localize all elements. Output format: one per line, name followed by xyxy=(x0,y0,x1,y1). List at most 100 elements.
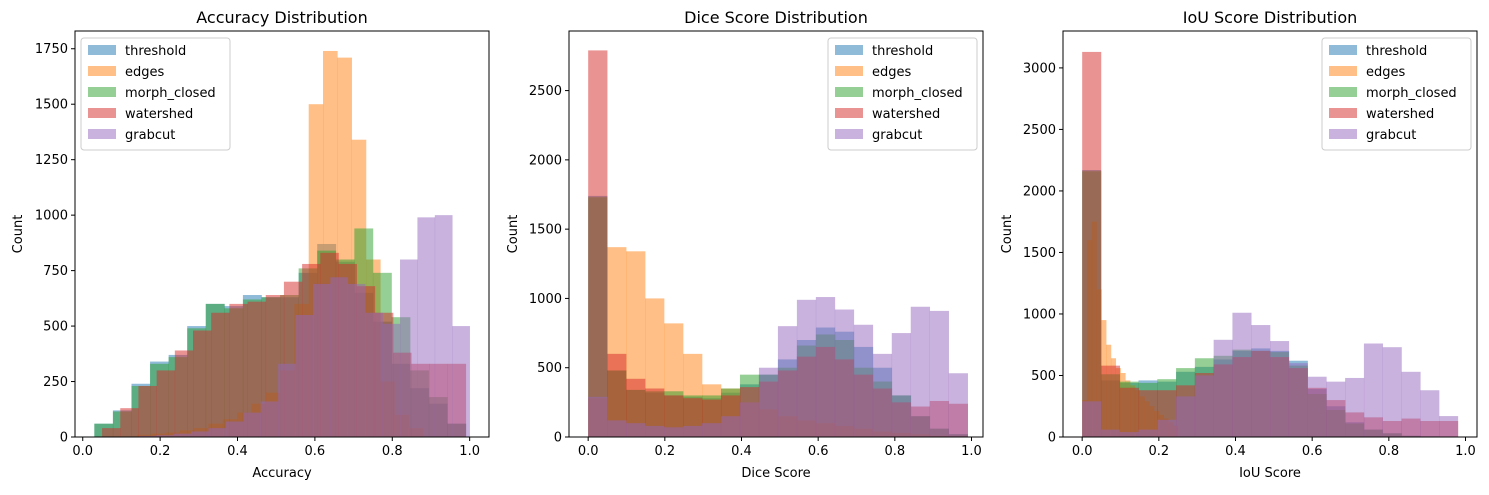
y-tick-label: 0 xyxy=(60,431,68,446)
bar-grabcut-7 xyxy=(243,413,261,437)
y-axis-label: Count xyxy=(1000,215,1015,254)
bar-grabcut-16 xyxy=(892,333,911,437)
legend-label-morph_closed: morph_closed xyxy=(125,86,216,101)
bar-grabcut-15 xyxy=(383,324,401,437)
y-tick-label: 500 xyxy=(537,361,562,376)
y-tick-label: 250 xyxy=(43,375,68,390)
bar-watershed-2 xyxy=(1120,388,1139,437)
y-axis-label: Count xyxy=(11,215,26,254)
y-tick-label: 1000 xyxy=(35,209,68,224)
y-tick-label: 2500 xyxy=(529,84,562,99)
legend: threshold edges morph_closed watershed grabc… xyxy=(1322,38,1471,150)
bar-grabcut-6 xyxy=(702,423,721,437)
bar-grabcut-6 xyxy=(1195,375,1214,437)
y-tick-label: 500 xyxy=(43,320,68,335)
legend-swatch-watershed xyxy=(88,108,116,118)
bar-grabcut-10 xyxy=(296,315,314,437)
legend-label-threshold: threshold xyxy=(872,44,933,59)
bar-grabcut-14 xyxy=(854,325,873,437)
y-tick-label: 1000 xyxy=(1023,307,1056,322)
bar-grabcut-5 xyxy=(1176,396,1195,437)
legend-swatch-edges xyxy=(88,66,116,76)
chart-title: Dice Score Distribution xyxy=(684,8,868,27)
bar-grabcut-17 xyxy=(1401,372,1420,437)
bar-grabcut-4 xyxy=(1157,420,1176,437)
legend-label-threshold: threshold xyxy=(1366,44,1427,59)
bar-grabcut-1 xyxy=(607,420,626,437)
legend-label-grabcut: grabcut xyxy=(1366,128,1416,143)
x-tick-label: 0.8 xyxy=(382,444,403,459)
bar-grabcut-16 xyxy=(1383,347,1402,437)
bar-grabcut-14 xyxy=(1345,378,1364,437)
y-tick-label: 500 xyxy=(1031,369,1056,384)
bar-grabcut-4 xyxy=(191,431,209,437)
x-tick-label: 0.2 xyxy=(654,444,675,459)
x-tick-label: 0.8 xyxy=(1378,444,1399,459)
legend-swatch-threshold xyxy=(1329,45,1357,55)
bar-grabcut-16 xyxy=(400,260,418,437)
bar-watershed-5 xyxy=(193,331,211,437)
bar-grabcut-15 xyxy=(1364,344,1383,438)
legend-label-morph_closed: morph_closed xyxy=(1366,86,1457,101)
x-axis-label: Accuracy xyxy=(252,466,312,481)
bar-grabcut-0 xyxy=(588,397,607,437)
y-tick-label: 1000 xyxy=(529,292,562,307)
bar-watershed-0 xyxy=(102,428,120,437)
bar-grabcut-15 xyxy=(873,354,892,437)
y-tick-label: 1500 xyxy=(1023,246,1056,261)
bar-grabcut-7 xyxy=(1214,340,1233,437)
bar-grabcut-19 xyxy=(452,326,470,437)
y-tick-label: 2500 xyxy=(1023,123,1056,138)
bar-grabcut-4 xyxy=(664,427,683,437)
legend-label-edges: edges xyxy=(872,65,912,80)
y-axis-label: Count xyxy=(506,215,521,254)
y-tick-label: 1500 xyxy=(529,223,562,238)
legend-label-morph_closed: morph_closed xyxy=(872,86,963,101)
bar-grabcut-14 xyxy=(365,313,383,437)
y-tick-label: 3000 xyxy=(1023,61,1056,76)
bar-grabcut-7 xyxy=(721,416,740,437)
x-tick-label: 1.0 xyxy=(1455,444,1476,459)
legend-swatch-watershed xyxy=(1329,108,1357,118)
legend-swatch-morph_closed xyxy=(1329,87,1357,97)
y-tick-label: 2000 xyxy=(1023,184,1056,199)
x-tick-label: 0.6 xyxy=(305,444,326,459)
bar-grabcut-8 xyxy=(261,402,279,438)
legend-swatch-grabcut xyxy=(88,129,116,139)
y-tick-label: 1250 xyxy=(35,153,68,168)
bar-grabcut-10 xyxy=(778,326,797,437)
legend: thresholdedgesmorph_closedwatershedgrabc… xyxy=(828,38,977,150)
x-tick-label: 0.0 xyxy=(1072,444,1093,459)
bar-grabcut-12 xyxy=(330,277,348,437)
bar-grabcut-1 xyxy=(1101,430,1120,437)
x-tick-label: 1.0 xyxy=(459,444,480,459)
legend-label-grabcut: grabcut xyxy=(872,128,922,143)
legend-label-watershed: watershed xyxy=(1366,107,1434,122)
bar-watershed-4 xyxy=(175,350,193,437)
bar-watershed-3 xyxy=(157,370,175,437)
bar-watershed-1 xyxy=(1101,366,1120,437)
bar-grabcut-17 xyxy=(417,217,435,437)
x-tick-label: 0.6 xyxy=(1302,444,1323,459)
bar-watershed-0 xyxy=(588,50,607,437)
bar-grabcut-5 xyxy=(208,428,226,437)
bar-grabcut-6 xyxy=(226,421,244,437)
x-tick-label: 0.8 xyxy=(884,444,905,459)
bar-grabcut-8 xyxy=(1232,313,1251,437)
legend-swatch-threshold xyxy=(88,45,116,55)
bar-grabcut-9 xyxy=(1251,325,1270,437)
bar-grabcut-9 xyxy=(278,364,296,437)
bar-watershed-2 xyxy=(138,386,156,437)
bar-grabcut-11 xyxy=(313,284,331,437)
legend-label-edges: edges xyxy=(1366,65,1406,80)
chart-title: IoU Score Distribution xyxy=(1183,8,1358,27)
legend-label-threshold: threshold xyxy=(125,44,186,59)
y-tick-label: 2000 xyxy=(529,153,562,168)
bar-grabcut-0 xyxy=(1082,401,1101,437)
bar-grabcut-9 xyxy=(759,368,778,437)
legend-swatch-threshold xyxy=(835,45,863,55)
legend-swatch-morph_closed xyxy=(88,87,116,97)
